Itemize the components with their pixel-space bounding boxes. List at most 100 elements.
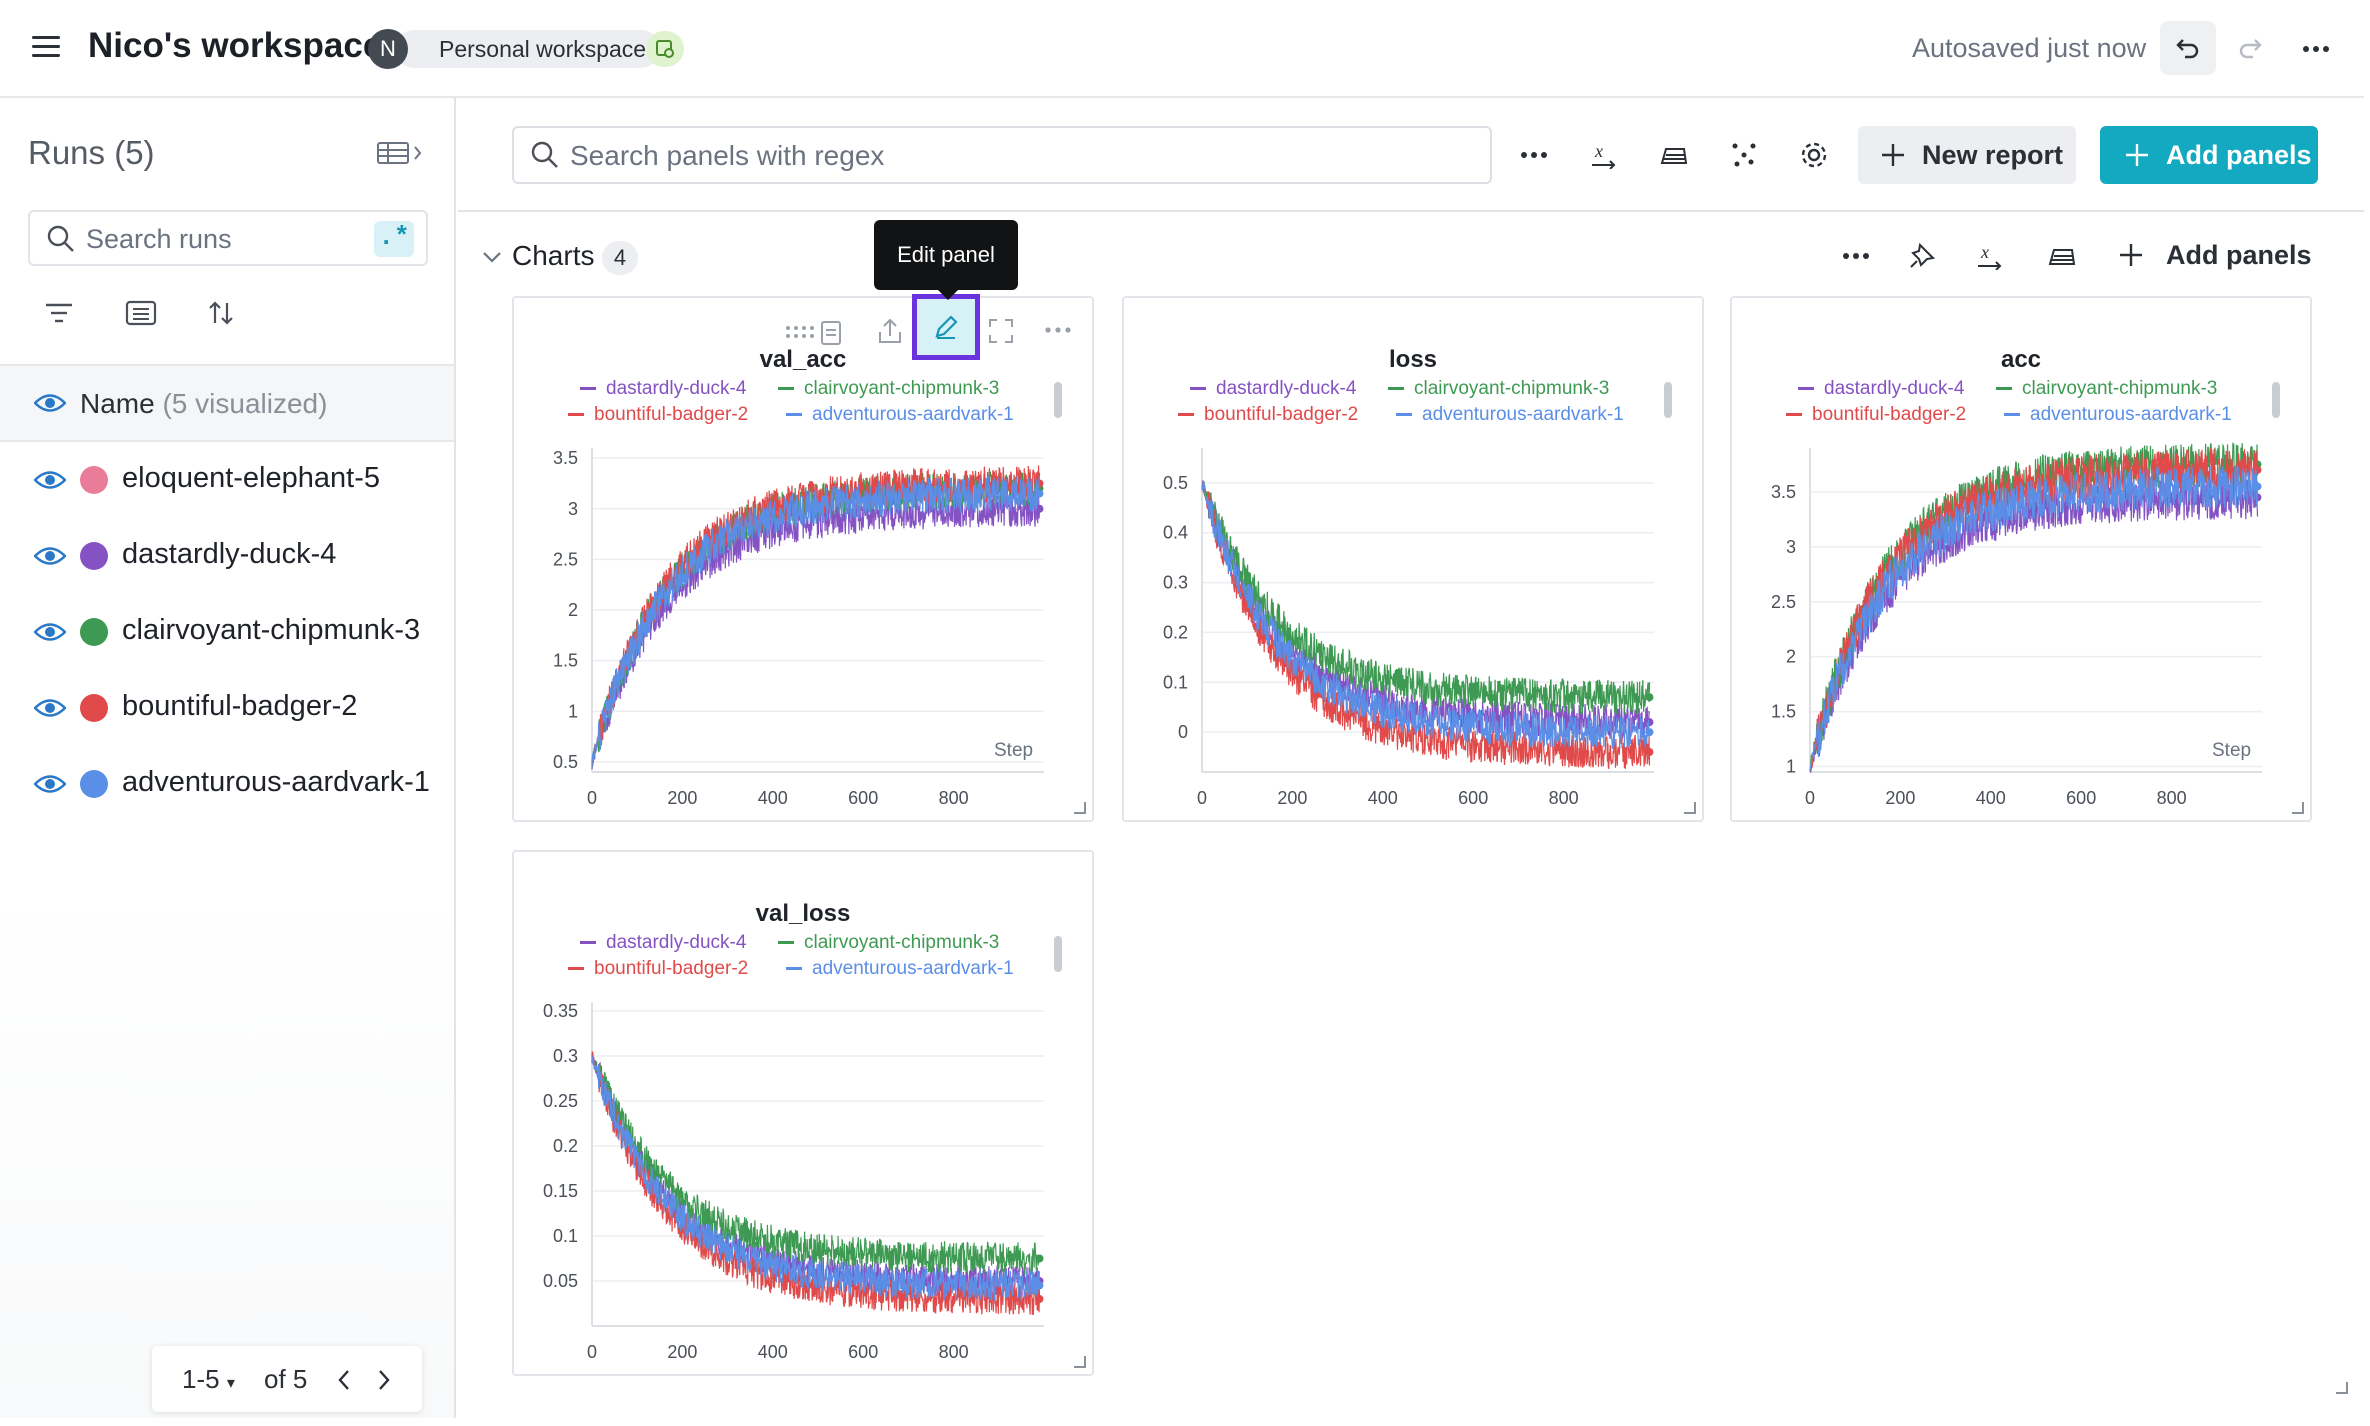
panel-resize-handle-icon[interactable] xyxy=(1074,802,1086,814)
redo-button[interactable] xyxy=(2222,21,2278,75)
run-color-dot[interactable] xyxy=(80,542,108,570)
filter-icon[interactable] xyxy=(40,294,78,332)
series-line[interactable] xyxy=(1201,481,1651,750)
legend-item[interactable]: dastardly-duck-4 xyxy=(580,378,746,400)
panel-search-field[interactable] xyxy=(512,126,1492,184)
run-color-dot[interactable] xyxy=(80,770,108,798)
regex-toggle[interactable]: .* xyxy=(374,221,414,257)
chart-panel[interactable]: loss dastardly-duck-4 clairvoyant-chipmunk… xyxy=(1122,296,1704,822)
run-row[interactable]: clairvoyant-chipmunk-3 xyxy=(0,594,454,670)
add-panels-button[interactable]: Add panels xyxy=(2100,126,2318,184)
chart-panel[interactable]: acc dastardly-duck-4 clairvoyant-chipmunk-… xyxy=(1730,296,2312,822)
run-name[interactable]: dastardly-duck-4 xyxy=(122,538,337,570)
share-badge-icon[interactable] xyxy=(646,31,684,67)
series-line[interactable] xyxy=(1809,465,2259,773)
run-name[interactable]: eloquent-elephant-5 xyxy=(122,462,380,494)
panel-search-input[interactable] xyxy=(570,140,1450,172)
legend-item[interactable]: clairvoyant-chipmunk-3 xyxy=(778,932,999,954)
run-color-dot[interactable] xyxy=(80,694,108,722)
run-row[interactable]: eloquent-elephant-5 xyxy=(0,442,454,518)
resize-handle-icon[interactable] xyxy=(2336,1382,2348,1394)
section-x-axis-icon[interactable]: x xyxy=(1968,234,2012,278)
eye-icon[interactable] xyxy=(34,469,66,491)
smoothing-icon[interactable] xyxy=(1652,133,1696,177)
panel-resize-handle-icon[interactable] xyxy=(2292,802,2304,814)
panel-resize-handle-icon[interactable] xyxy=(1684,802,1696,814)
x-axis-icon[interactable]: x xyxy=(1582,133,1626,177)
eye-icon[interactable] xyxy=(34,621,66,643)
eye-icon[interactable] xyxy=(34,697,66,719)
legend-item[interactable]: adventurous-aardvark-1 xyxy=(786,404,1014,426)
run-search-input[interactable] xyxy=(86,224,366,255)
page-range-select[interactable]: 1-5 ▾ xyxy=(182,1364,235,1395)
avatar[interactable]: N xyxy=(368,29,408,69)
chart-panel[interactable]: val_loss dastardly-duck-4 clairvoyant-chip… xyxy=(512,850,1094,1376)
expand-table-icon[interactable] xyxy=(376,138,426,168)
run-name[interactable]: clairvoyant-chipmunk-3 xyxy=(122,614,421,646)
section-more-icon[interactable] xyxy=(1834,234,1878,278)
run-row[interactable]: adventurous-aardvark-1 xyxy=(0,746,454,822)
series-line[interactable] xyxy=(1809,475,2259,773)
section-title[interactable]: Charts xyxy=(512,240,595,271)
series-line[interactable] xyxy=(591,475,1041,770)
run-name[interactable]: adventurous-aardvark-1 xyxy=(122,766,430,798)
settings-gear-icon[interactable] xyxy=(1792,133,1836,177)
legend-scrollbar[interactable] xyxy=(2272,382,2280,418)
copy-icon[interactable] xyxy=(818,316,844,346)
legend-scrollbar[interactable] xyxy=(1054,382,1062,418)
panel-resize-handle-icon[interactable] xyxy=(1074,1356,1086,1368)
legend-item[interactable]: bountiful-badger-2 xyxy=(568,404,748,426)
legend-item[interactable]: adventurous-aardvark-1 xyxy=(1396,404,1624,426)
legend-item[interactable]: clairvoyant-chipmunk-3 xyxy=(1996,378,2217,400)
run-row[interactable]: bountiful-badger-2 xyxy=(0,670,454,746)
fullscreen-icon[interactable] xyxy=(988,318,1014,344)
legend-item[interactable]: bountiful-badger-2 xyxy=(1178,404,1358,426)
legend-item[interactable]: clairvoyant-chipmunk-3 xyxy=(778,378,999,400)
eye-icon[interactable] xyxy=(34,545,66,567)
y-tick-label: 0.4 xyxy=(1163,523,1188,543)
legend-item[interactable]: bountiful-badger-2 xyxy=(568,958,748,980)
panel-more-icon[interactable] xyxy=(1044,326,1072,334)
legend-item[interactable]: adventurous-aardvark-1 xyxy=(2004,404,2232,426)
run-name[interactable]: bountiful-badger-2 xyxy=(122,690,358,722)
section-smoothing-icon[interactable] xyxy=(2040,234,2084,278)
legend-item[interactable]: dastardly-duck-4 xyxy=(1798,378,1964,400)
more-options-icon[interactable] xyxy=(2296,34,2336,64)
workspace-type-pill[interactable]: Personal workspace xyxy=(395,30,661,68)
prev-page-icon[interactable] xyxy=(336,1368,352,1392)
section-add-panels-button[interactable]: Add panels xyxy=(2166,240,2312,270)
series-line[interactable] xyxy=(1201,481,1651,715)
undo-button[interactable] xyxy=(2160,21,2216,75)
run-search-field[interactable]: .* xyxy=(28,210,428,266)
run-row[interactable]: dastardly-duck-4 xyxy=(0,518,454,594)
sort-icon[interactable] xyxy=(202,294,240,332)
eye-icon[interactable] xyxy=(34,773,66,795)
next-page-icon[interactable] xyxy=(376,1368,392,1392)
series-line[interactable] xyxy=(591,1051,1040,1275)
legend-scrollbar[interactable] xyxy=(1664,382,1672,418)
eye-icon[interactable] xyxy=(34,392,66,414)
legend-item[interactable]: dastardly-duck-4 xyxy=(580,932,746,954)
autosave-status: Autosaved just now xyxy=(1912,33,2147,63)
group-icon[interactable] xyxy=(122,294,160,332)
run-color-dot[interactable] xyxy=(80,466,108,494)
menu-icon[interactable] xyxy=(32,36,60,58)
legend-item[interactable]: adventurous-aardvark-1 xyxy=(786,958,1014,980)
share-icon[interactable] xyxy=(876,316,904,346)
legend-scrollbar[interactable] xyxy=(1054,936,1062,972)
series-line[interactable] xyxy=(591,490,1041,770)
legend-item[interactable]: bountiful-badger-2 xyxy=(1786,404,1966,426)
y-tick-label: 1.5 xyxy=(1771,702,1796,722)
series-line[interactable] xyxy=(591,1055,1041,1302)
run-color-dot[interactable] xyxy=(80,618,108,646)
new-report-button[interactable]: New report xyxy=(1858,126,2076,184)
pin-icon[interactable] xyxy=(1900,234,1944,278)
toolbar-more-icon[interactable] xyxy=(1512,133,1556,177)
drag-handle-icon[interactable] xyxy=(784,320,824,344)
edit-panel-button[interactable] xyxy=(912,294,980,360)
chevron-down-icon[interactable] xyxy=(480,248,504,266)
outliers-icon[interactable] xyxy=(1722,133,1766,177)
chart-panel[interactable]: val_acc dastardly-duck-4 clairvoyant-chipm… xyxy=(512,296,1094,822)
legend-item[interactable]: clairvoyant-chipmunk-3 xyxy=(1388,378,1609,400)
legend-item[interactable]: dastardly-duck-4 xyxy=(1190,378,1356,400)
